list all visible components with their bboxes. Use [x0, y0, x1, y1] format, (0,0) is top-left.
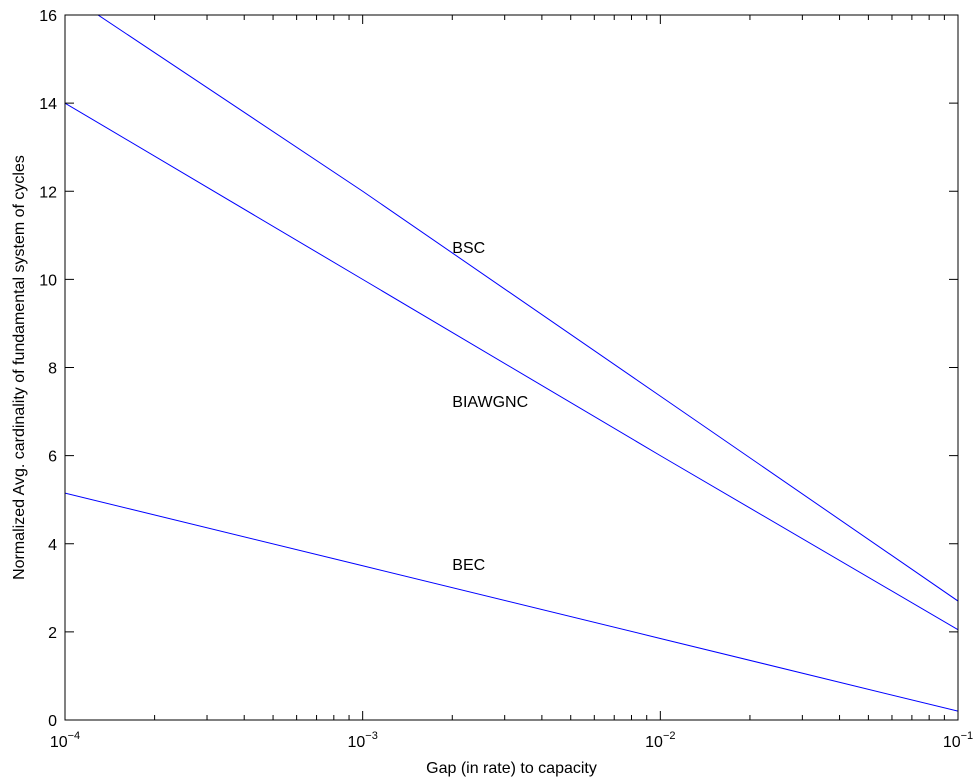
y-tick-label: 16	[39, 8, 57, 25]
x-tick-label: 10−4	[50, 730, 80, 751]
series-line-bec	[65, 492, 958, 712]
curve-label-bec: BEC	[452, 557, 485, 574]
y-tick-label: 0	[48, 713, 57, 730]
series-line-biawgnc	[65, 102, 958, 631]
x-axis-label: Gap (in rate) to capacity	[426, 760, 597, 777]
plot-frame	[64, 14, 959, 721]
curve-label-biawgnc: BIAWGNC	[452, 394, 528, 411]
y-tick-label: 10	[39, 272, 57, 289]
x-tick-label: 10−1	[943, 730, 973, 751]
curve-label-layer: BSC BIAWGNC BEC	[452, 240, 528, 574]
x-tick-label: 10−3	[347, 730, 377, 751]
series-line-bsc	[97, 15, 958, 602]
y-tick-label: 4	[48, 537, 57, 554]
y-tick-label: 12	[39, 184, 57, 201]
curve-label-bsc: BSC	[452, 240, 485, 257]
series-layer	[65, 15, 958, 712]
y-tick-label: 2	[48, 625, 57, 642]
y-axis-label: Normalized Avg. cardinality of fundament…	[11, 155, 28, 580]
y-tick-label: 14	[39, 96, 57, 113]
x-tick-label: 10−2	[645, 730, 675, 751]
y-tick-label: 6	[48, 449, 57, 466]
y-tick-label: 8	[48, 361, 57, 378]
